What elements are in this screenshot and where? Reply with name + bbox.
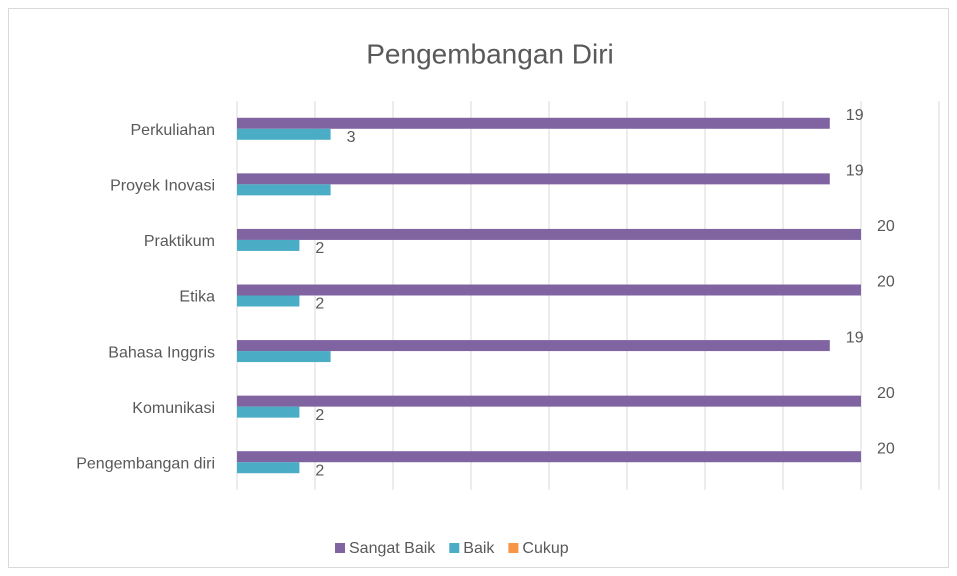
data-label: 20	[877, 385, 895, 402]
legend-label: Cukup	[522, 540, 568, 557]
data-label: 2	[315, 462, 324, 479]
data-label: 19	[846, 163, 864, 180]
y-tick-label: Praktikum	[144, 233, 215, 250]
data-label: 20	[877, 440, 895, 457]
bar	[237, 173, 830, 185]
data-label: 3	[347, 129, 356, 146]
data-label: 20	[877, 274, 895, 291]
legend-swatch	[508, 543, 519, 553]
bar	[237, 128, 331, 140]
bar	[237, 239, 300, 251]
legend-swatch	[449, 543, 460, 553]
bar	[237, 340, 830, 352]
bar	[237, 117, 830, 129]
data-label: 19	[846, 107, 864, 124]
y-tick-label: Perkuliahan	[131, 122, 216, 139]
bar	[237, 284, 861, 296]
y-tick-label: Pengembangan diri	[76, 455, 215, 472]
bar	[237, 451, 861, 463]
bar	[237, 406, 300, 418]
y-tick-label: Etika	[179, 289, 215, 306]
data-label: 19	[846, 329, 864, 346]
data-label: 20	[877, 218, 895, 235]
data-label: 2	[315, 240, 324, 257]
y-tick-label: Bahasa Inggris	[108, 344, 215, 361]
data-label: 2	[315, 296, 324, 313]
bar	[237, 395, 861, 407]
y-tick-label: Komunikasi	[132, 400, 215, 417]
bar	[237, 462, 300, 474]
bar	[237, 295, 300, 307]
legend-label: Sangat Baik	[349, 540, 436, 557]
y-tick-label: Proyek Inovasi	[110, 178, 215, 195]
legend-swatch	[335, 543, 345, 553]
bar	[237, 228, 861, 240]
bar	[237, 184, 331, 196]
data-label: 2	[315, 407, 324, 424]
chart-title: Pengembangan Diri	[366, 38, 614, 69]
legend-label: Baik	[463, 540, 495, 557]
bar	[237, 351, 331, 363]
